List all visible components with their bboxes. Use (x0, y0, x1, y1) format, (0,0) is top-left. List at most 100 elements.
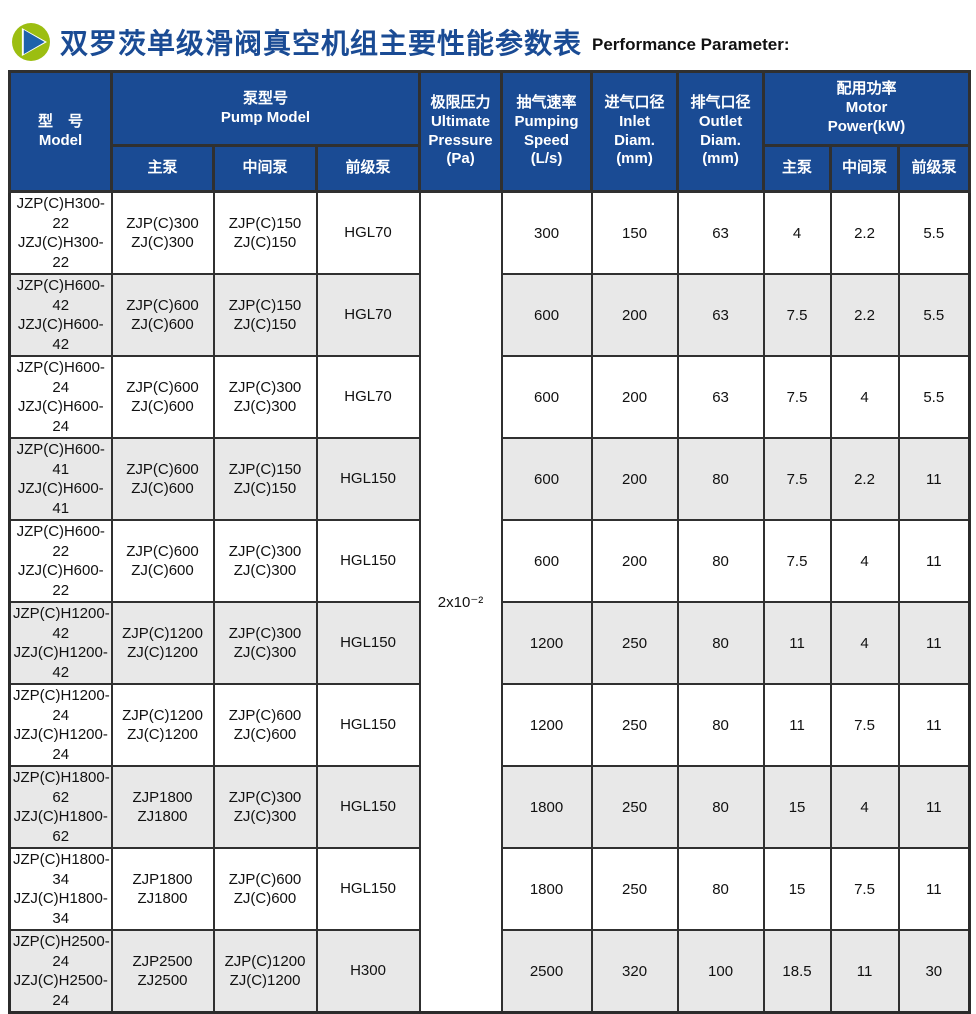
power-backing-cell: 11 (897, 847, 971, 931)
middle-pump-cell: ZJP(C)150 ZJ(C)150 (212, 273, 318, 357)
main-pump-cell: ZJP(C)600 ZJ(C)600 (110, 519, 215, 603)
header-ultimate-pressure: 极限压力 Ultimate Pressure (Pa) (418, 70, 504, 193)
model-cell: JZP(C)H1800-62 JZJ(C)H1800-62 (8, 765, 113, 849)
middle-pump-cell: ZJP(C)300 ZJ(C)300 (212, 601, 318, 685)
inlet-diam-cell: 200 (590, 355, 679, 439)
header-row-top: 型 号 Model 泵型号 Pump Model 极限压力 Ultimate P… (8, 70, 972, 193)
page-title: 双罗茨单级滑阀真空机组主要性能参数表 (60, 28, 583, 59)
power-backing-cell: 5.5 (897, 355, 971, 439)
power-backing-cell: 5.5 (897, 190, 971, 275)
header-backing-pump: 前级泵 (314, 144, 422, 193)
outlet-diam-cell: 80 (676, 519, 765, 603)
backing-pump-cell: HGL150 (315, 765, 421, 849)
backing-pump-cell: HGL150 (315, 601, 421, 685)
main-pump-cell: ZJP(C)600 ZJ(C)600 (110, 355, 215, 439)
power-middle-cell: 4 (829, 601, 900, 685)
pumping-speed-cell: 600 (500, 355, 593, 439)
backing-pump-cell: HGL70 (315, 273, 421, 357)
power-main-cell: 7.5 (762, 519, 832, 603)
header-middle-pump: 中间泵 (212, 144, 318, 193)
backing-pump-cell: HGL150 (315, 847, 421, 931)
performance-table: 型 号 Model 泵型号 Pump Model 极限压力 Ultimate P… (8, 70, 972, 1014)
header-inlet-diam: 进气口径 Inlet Diam. (mm) (590, 70, 680, 193)
outlet-diam-cell: 80 (676, 847, 765, 931)
inlet-diam-cell: 320 (590, 929, 679, 1014)
model-cell: JZP(C)H1200-42 JZJ(C)H1200-42 (8, 601, 113, 685)
inlet-diam-cell: 250 (590, 847, 679, 931)
header-motor-power: 配用功率 Motor Power(kW) (762, 70, 972, 147)
power-middle-cell: 4 (829, 355, 900, 439)
pumping-speed-cell: 2500 (500, 929, 593, 1014)
header-pumping-speed: 抽气速率 Pumping Speed (L/s) (500, 70, 594, 193)
power-backing-cell: 11 (897, 765, 971, 849)
main-pump-cell: ZJP1800 ZJ1800 (110, 847, 215, 931)
backing-pump-cell: HGL70 (315, 355, 421, 439)
power-main-cell: 18.5 (762, 929, 832, 1014)
table-row: JZP(C)H600-42 JZJ(C)H600-42 ZJP(C)600 ZJ(… (8, 273, 971, 357)
outlet-diam-cell: 80 (676, 437, 765, 521)
inlet-diam-cell: 200 (590, 519, 679, 603)
model-cell: JZP(C)H600-24 JZJ(C)H600-24 (8, 355, 113, 439)
model-cell: JZP(C)H600-22 JZJ(C)H600-22 (8, 519, 113, 603)
inlet-diam-cell: 250 (590, 683, 679, 767)
inlet-diam-cell: 200 (590, 437, 679, 521)
pumping-speed-cell: 1800 (500, 847, 593, 931)
model-cell: JZP(C)H1200-24 JZJ(C)H1200-24 (8, 683, 113, 767)
pumping-speed-cell: 600 (500, 519, 593, 603)
power-middle-cell: 7.5 (829, 683, 900, 767)
power-backing-cell: 11 (897, 683, 971, 767)
power-main-cell: 7.5 (762, 355, 832, 439)
power-backing-cell: 5.5 (897, 273, 971, 357)
outlet-diam-cell: 80 (676, 765, 765, 849)
power-main-cell: 11 (762, 683, 832, 767)
power-backing-cell: 11 (897, 519, 971, 603)
header-model: 型 号 Model (8, 70, 113, 193)
middle-pump-cell: ZJP(C)300 ZJ(C)300 (212, 765, 318, 849)
power-middle-cell: 4 (829, 765, 900, 849)
middle-pump-cell: ZJP(C)150 ZJ(C)150 (212, 437, 318, 521)
play-icon-triangle (23, 29, 45, 55)
middle-pump-cell: ZJP(C)600 ZJ(C)600 (212, 683, 318, 767)
main-pump-cell: ZJP2500 ZJ2500 (110, 929, 215, 1014)
middle-pump-cell: ZJP(C)600 ZJ(C)600 (212, 847, 318, 931)
model-cell: JZP(C)H600-41 JZJ(C)H600-41 (8, 437, 113, 521)
table-row: JZP(C)H300-22 JZJ(C)H300-22 ZJP(C)300 ZJ(… (8, 190, 971, 1014)
pumping-speed-cell: 1800 (500, 765, 593, 849)
middle-pump-cell: ZJP(C)150 ZJ(C)150 (212, 190, 318, 275)
table-header: 型 号 Model 泵型号 Pump Model 极限压力 Ultimate P… (8, 70, 972, 193)
outlet-diam-cell: 80 (676, 683, 765, 767)
header-power-main-pump: 主泵 (762, 144, 833, 193)
header-power-middle-pump: 中间泵 (829, 144, 901, 193)
model-cell: JZP(C)H600-42 JZJ(C)H600-42 (8, 273, 113, 357)
header-row-sub: 主泵 中间泵 前级泵 主泵 中间泵 前级泵 (10, 144, 972, 193)
main-pump-cell: ZJP(C)300 ZJ(C)300 (110, 190, 215, 275)
middle-pump-cell: ZJP(C)300 ZJ(C)300 (212, 355, 318, 439)
header-main-pump: 主泵 (110, 144, 215, 193)
outlet-diam-cell: 63 (676, 273, 765, 357)
power-middle-cell: 11 (829, 929, 900, 1014)
inlet-diam-cell: 200 (590, 273, 679, 357)
power-main-cell: 7.5 (762, 437, 832, 521)
power-backing-cell: 30 (897, 929, 971, 1014)
main-pump-cell: ZJP(C)1200 ZJ(C)1200 (110, 683, 215, 767)
power-backing-cell: 11 (897, 437, 971, 521)
ultimate-pressure-value-cell: 2x10⁻² (418, 190, 503, 1014)
inlet-diam-cell: 150 (590, 190, 679, 275)
page-title-bar: 双罗茨单级滑阀真空机组主要性能参数表 Performance Parameter… (0, 0, 976, 70)
backing-pump-cell: HGL70 (315, 190, 421, 275)
table-row: JZP(C)H600-22 JZJ(C)H600-22 ZJP(C)600 ZJ(… (8, 519, 971, 603)
outlet-diam-cell: 100 (676, 929, 765, 1014)
table-row: JZP(C)H600-41 JZJ(C)H600-41 ZJP(C)600 ZJ(… (8, 437, 971, 521)
power-middle-cell: 2.2 (829, 273, 900, 357)
power-middle-cell: 2.2 (829, 437, 900, 521)
backing-pump-cell: HGL150 (315, 683, 421, 767)
pumping-speed-cell: 300 (500, 190, 593, 275)
inlet-diam-cell: 250 (590, 765, 679, 849)
header-pump-model: 泵型号 Pump Model (109, 70, 422, 147)
header-outlet-diam: 排气口径 Outlet Diam. (mm) (676, 70, 766, 193)
backing-pump-cell: H300 (315, 929, 421, 1014)
table-body: JZP(C)H300-22 JZJ(C)H300-22 ZJP(C)300 ZJ(… (8, 190, 971, 1014)
table-row: JZP(C)H1200-42 JZJ(C)H1200-42 ZJP(C)1200 … (8, 601, 971, 685)
model-cell: JZP(C)H2500-24 JZJ(C)H2500-24 (8, 929, 113, 1014)
